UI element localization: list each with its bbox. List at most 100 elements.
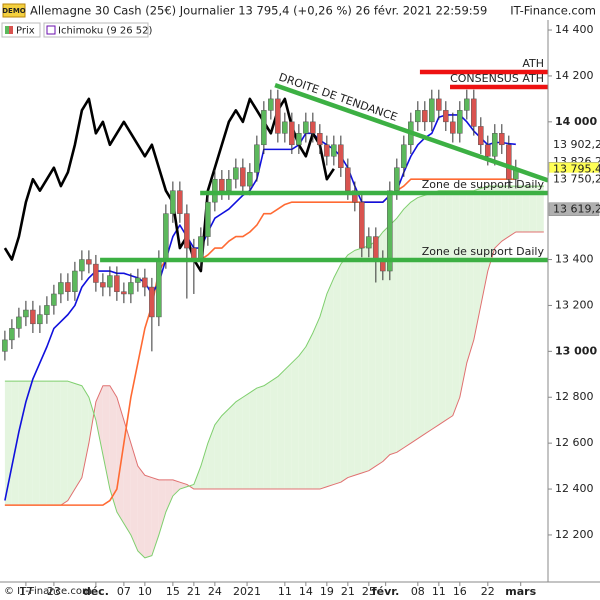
- cloud-fill: [165, 479, 173, 512]
- cloud-fill: [522, 186, 530, 232]
- cloud-fill: [305, 332, 313, 490]
- cloud-fill: [515, 186, 523, 232]
- candle-body: [86, 259, 92, 265]
- x-tick-label: mars: [505, 585, 536, 598]
- cloud-fill: [130, 443, 138, 552]
- candle-body: [37, 314, 43, 325]
- cloud-fill: [347, 250, 355, 478]
- annotation-line: [274, 82, 548, 183]
- annotation-label: Zone de support Daily: [422, 178, 545, 191]
- candle-body: [114, 275, 120, 292]
- candle-body: [128, 282, 134, 295]
- cloud-fill: [123, 420, 131, 535]
- y-tick-label: 12 400: [555, 482, 594, 495]
- legend-label: Ichimoku (9 26 52): [58, 26, 152, 37]
- cloud-fill: [298, 346, 306, 490]
- header-bar: [0, 0, 600, 20]
- cloud-fill: [480, 186, 488, 306]
- candle-body: [282, 121, 288, 134]
- x-tick-label: 11: [432, 585, 446, 598]
- candle-body: [268, 98, 274, 111]
- cloud-fill: [438, 190, 446, 425]
- cloud-fill: [424, 192, 432, 434]
- badge-text: DEMO: [2, 7, 26, 15]
- candle-body: [79, 259, 85, 272]
- cloud-fill: [459, 190, 467, 398]
- annotation-label: ATH: [522, 57, 544, 70]
- candle-body: [149, 286, 155, 318]
- candle-body: [233, 167, 239, 180]
- candle-body: [289, 121, 295, 146]
- legend-icon: [9, 26, 13, 34]
- price-label: 13 902,2: [553, 138, 600, 151]
- legend-icon: [46, 25, 56, 35]
- cloud-fill: [214, 415, 222, 490]
- x-tick-label: 21: [341, 585, 355, 598]
- copyright: © IT-Finance.com: [4, 586, 92, 597]
- cloud-fill: [53, 381, 61, 506]
- candle-body: [51, 293, 57, 306]
- candle-body: [219, 178, 225, 191]
- candle-body: [254, 144, 260, 173]
- cloud-fill: [319, 293, 327, 490]
- line-span_a: [4, 185, 544, 559]
- cloud-fill: [67, 381, 75, 501]
- x-tick-label: 22: [481, 585, 495, 598]
- y-tick-label: 13 200: [555, 298, 594, 311]
- cloud-fill: [354, 248, 362, 476]
- cloud-fill: [144, 475, 152, 558]
- candle-body: [303, 121, 309, 134]
- candle-body: [443, 110, 449, 123]
- legend-label: Prix: [16, 26, 35, 37]
- candle-body: [44, 305, 50, 315]
- candle-body: [373, 236, 379, 260]
- candle-body: [2, 339, 8, 352]
- x-tick-label: 19: [320, 585, 334, 598]
- candle-body: [58, 282, 64, 295]
- price-label: 13 750,2: [553, 173, 600, 186]
- cloud-fill: [375, 232, 383, 467]
- cloud-fill: [529, 186, 537, 232]
- cloud-fill: [95, 385, 103, 455]
- line-span_b: [4, 231, 544, 506]
- cloud-fill: [410, 197, 418, 444]
- legend-box: [43, 22, 149, 38]
- candle-body: [93, 263, 99, 283]
- cloud-fill: [221, 408, 229, 490]
- annotation-label: CONSENSUS ATH: [450, 72, 544, 85]
- x-tick-label: 21: [187, 585, 201, 598]
- candle-body: [324, 144, 330, 157]
- cloud-fill: [200, 443, 208, 490]
- x-tick-label: 24: [208, 585, 222, 598]
- x-tick-label: 25: [362, 585, 376, 598]
- price-label-box: [549, 137, 599, 151]
- cloud-fill: [333, 264, 341, 485]
- cloud-fill: [277, 369, 285, 490]
- cloud-fill: [291, 355, 299, 490]
- cloud-fill: [403, 202, 411, 448]
- cloud-fill: [445, 190, 453, 421]
- cloud-fill: [151, 477, 159, 556]
- candle-body: [457, 110, 463, 134]
- cloud-fill: [326, 277, 334, 487]
- candle-body: [23, 309, 29, 318]
- price-label-box: [548, 202, 600, 216]
- candle-body: [156, 259, 162, 318]
- candle-body: [296, 133, 302, 146]
- candle-body: [352, 190, 358, 203]
- cloud-fill: [312, 316, 320, 490]
- y-tick-label: 12 200: [555, 528, 594, 541]
- candle-body: [107, 275, 113, 288]
- x-tick-label: 14: [299, 585, 313, 598]
- cloud-fill: [389, 218, 397, 455]
- y-tick-label: 13 400: [555, 253, 594, 266]
- cloud-fill: [249, 388, 257, 490]
- candle-body: [121, 291, 127, 295]
- annotation-label: Zone de support Daily: [422, 245, 545, 258]
- cloud-fill: [116, 397, 124, 524]
- candle-body: [135, 277, 141, 283]
- cloud-fill: [25, 381, 33, 506]
- candle-body: [261, 110, 267, 146]
